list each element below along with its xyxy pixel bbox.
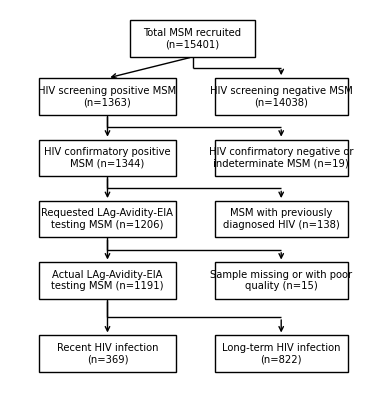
FancyBboxPatch shape [39, 140, 176, 176]
FancyBboxPatch shape [215, 335, 348, 372]
FancyBboxPatch shape [39, 78, 176, 114]
Text: Actual LAg-Avidity-EIA
testing MSM (n=1191): Actual LAg-Avidity-EIA testing MSM (n=11… [51, 270, 164, 292]
Text: Recent HIV infection
(n=369): Recent HIV infection (n=369) [57, 343, 158, 364]
Text: HIV confirmatory negative or
indeterminate MSM (n=19): HIV confirmatory negative or indetermina… [209, 147, 353, 168]
Text: HIV confirmatory positive
MSM (n=1344): HIV confirmatory positive MSM (n=1344) [44, 147, 171, 168]
Text: Total MSM recruited
(n=15401): Total MSM recruited (n=15401) [144, 28, 241, 50]
Text: Sample missing or with poor
quality (n=15): Sample missing or with poor quality (n=1… [210, 270, 352, 292]
Text: Long-term HIV infection
(n=822): Long-term HIV infection (n=822) [222, 343, 340, 364]
FancyBboxPatch shape [39, 262, 176, 299]
Text: MSM with previously
diagnosed HIV (n=138): MSM with previously diagnosed HIV (n=138… [223, 208, 340, 230]
FancyBboxPatch shape [215, 201, 348, 238]
Text: HIV screening positive MSM
(n=1363): HIV screening positive MSM (n=1363) [38, 86, 177, 107]
FancyBboxPatch shape [215, 78, 348, 114]
FancyBboxPatch shape [39, 335, 176, 372]
FancyBboxPatch shape [39, 201, 176, 238]
FancyBboxPatch shape [215, 262, 348, 299]
Text: HIV screening negative MSM
(n=14038): HIV screening negative MSM (n=14038) [210, 86, 353, 107]
Text: Requested LAg-Avidity-EIA
testing MSM (n=1206): Requested LAg-Avidity-EIA testing MSM (n… [42, 208, 174, 230]
FancyBboxPatch shape [130, 20, 255, 57]
FancyBboxPatch shape [215, 140, 348, 176]
